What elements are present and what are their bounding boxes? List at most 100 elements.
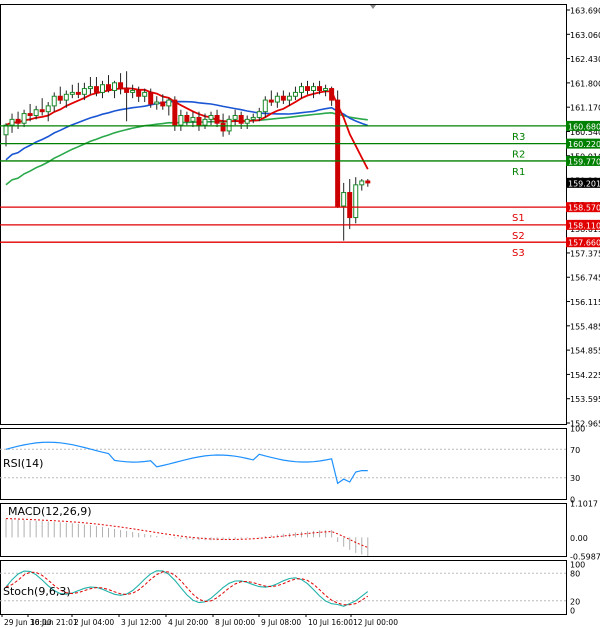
- candle-body: [75, 91, 81, 95]
- candle-body: [280, 95, 286, 101]
- level-name-r1: R1: [512, 167, 525, 178]
- candle-body: [262, 99, 268, 113]
- time-tick-label: 29 Jun 16:00: [4, 618, 52, 627]
- price-tick-label: 161.170: [570, 104, 600, 113]
- price-tick-label: 157.375: [570, 249, 600, 258]
- price-tick-label: 156.115: [570, 298, 600, 307]
- candle-body: [274, 95, 280, 103]
- price-tick-label: 163.690: [570, 7, 600, 16]
- main-pane: [0, 4, 567, 425]
- time-tick-label: 8 Jul 00:00: [215, 618, 255, 627]
- time-tick-label: 2 Jul 04:00: [74, 618, 114, 627]
- macd-signal-line: [5, 518, 368, 548]
- candle-body: [250, 116, 256, 120]
- candle-body: [178, 115, 184, 126]
- level-price-tag: [566, 219, 600, 230]
- candle-body: [244, 118, 250, 124]
- candle-body: [106, 84, 112, 91]
- candle-body: [232, 115, 238, 120]
- candle-body: [365, 180, 371, 184]
- macd-tick-label: 0.00: [570, 534, 588, 543]
- candle-body: [335, 99, 341, 207]
- candle-body: [27, 113, 33, 117]
- level-price-label: 157.660: [568, 239, 600, 248]
- candle-body: [118, 82, 124, 90]
- level-name-s1: S1: [512, 213, 525, 224]
- rsi-tick-label: 0: [570, 496, 575, 505]
- candle-body: [341, 192, 347, 207]
- candle-body: [160, 101, 166, 107]
- candle-body: [190, 116, 196, 122]
- level-price-tag: [566, 120, 600, 131]
- candle-body: [21, 113, 27, 124]
- price-tick-label: 156.745: [570, 274, 600, 283]
- level-price-tag: [566, 155, 600, 166]
- macd-tick-label: 1.1017: [570, 500, 598, 509]
- price-tick-label: 154.855: [570, 347, 600, 356]
- rsi-tick-label: 30: [570, 474, 580, 483]
- level-price-label: 160.680: [568, 122, 600, 131]
- chart-shift-marker: [370, 5, 376, 9]
- level-name-r3: R3: [512, 132, 525, 143]
- candle-body: [268, 99, 274, 103]
- current-price-tag: [566, 177, 600, 188]
- level-price-tag: [566, 202, 600, 213]
- candle-body: [214, 115, 220, 124]
- rsi-label: RSI(14): [3, 457, 43, 470]
- candle-body: [292, 91, 298, 97]
- price-tick-label: 161.800: [570, 79, 600, 88]
- candle-body: [3, 124, 9, 136]
- candle-body: [359, 180, 365, 186]
- candle-body: [220, 122, 226, 132]
- price-tick-label: 160.540: [570, 128, 600, 137]
- candle-body: [136, 89, 142, 97]
- stoch-label: Stoch(9,6,3): [3, 585, 71, 598]
- time-tick-label: 10 Jul 16:00: [308, 618, 353, 627]
- candle-body: [99, 84, 105, 93]
- stoch-tick-label: 100: [570, 561, 585, 570]
- candle-body: [305, 86, 310, 91]
- stoch-pane: [0, 560, 567, 615]
- level-name-s3: S3: [512, 248, 525, 259]
- candle-body: [63, 93, 69, 101]
- candle-body: [353, 184, 359, 219]
- candle-body: [323, 88, 329, 91]
- candle-body: [87, 86, 93, 90]
- time-tick-label: 3 Jul 12:00: [121, 618, 161, 627]
- price-tick-label: 153.595: [570, 395, 600, 404]
- price-tick-label: 162.430: [570, 55, 600, 64]
- stoch-tick-label: 20: [570, 597, 580, 606]
- candle-body: [124, 88, 130, 93]
- candle-body: [298, 86, 304, 93]
- macd-pane: [0, 503, 567, 557]
- level-name-r2: R2: [512, 150, 525, 161]
- candle-body: [196, 116, 202, 126]
- candle-body: [208, 115, 214, 120]
- rsi-pane: [0, 428, 567, 500]
- candle-body: [347, 192, 353, 219]
- candle-body: [142, 91, 148, 97]
- level-price-label: 158.110: [568, 221, 600, 230]
- candle-body: [172, 99, 178, 126]
- level-price-label: 160.220: [568, 140, 600, 149]
- time-tick-label: 9 Jul 08:00: [261, 618, 301, 627]
- price-tick-label: 154.225: [570, 371, 600, 380]
- rsi-tick-label: 70: [570, 446, 580, 455]
- level-price-tag: [566, 237, 600, 248]
- candle-body: [9, 118, 15, 126]
- candle-body: [112, 82, 118, 91]
- candle-body: [57, 95, 63, 101]
- ma-mid-line: [5, 100, 369, 161]
- candle-body: [166, 99, 172, 107]
- level-name-s2: S2: [512, 231, 525, 242]
- level-price-tag: [566, 138, 600, 149]
- macd-label: MACD(12,26,9): [8, 505, 92, 518]
- stoch-d-line: [5, 571, 369, 606]
- candle-body: [45, 105, 51, 113]
- candle-body: [130, 89, 136, 93]
- candle-body: [15, 118, 21, 124]
- time-tick-label: 12 Jul 00:00: [353, 618, 398, 627]
- candle-body: [184, 115, 190, 122]
- candle-body: [154, 101, 160, 105]
